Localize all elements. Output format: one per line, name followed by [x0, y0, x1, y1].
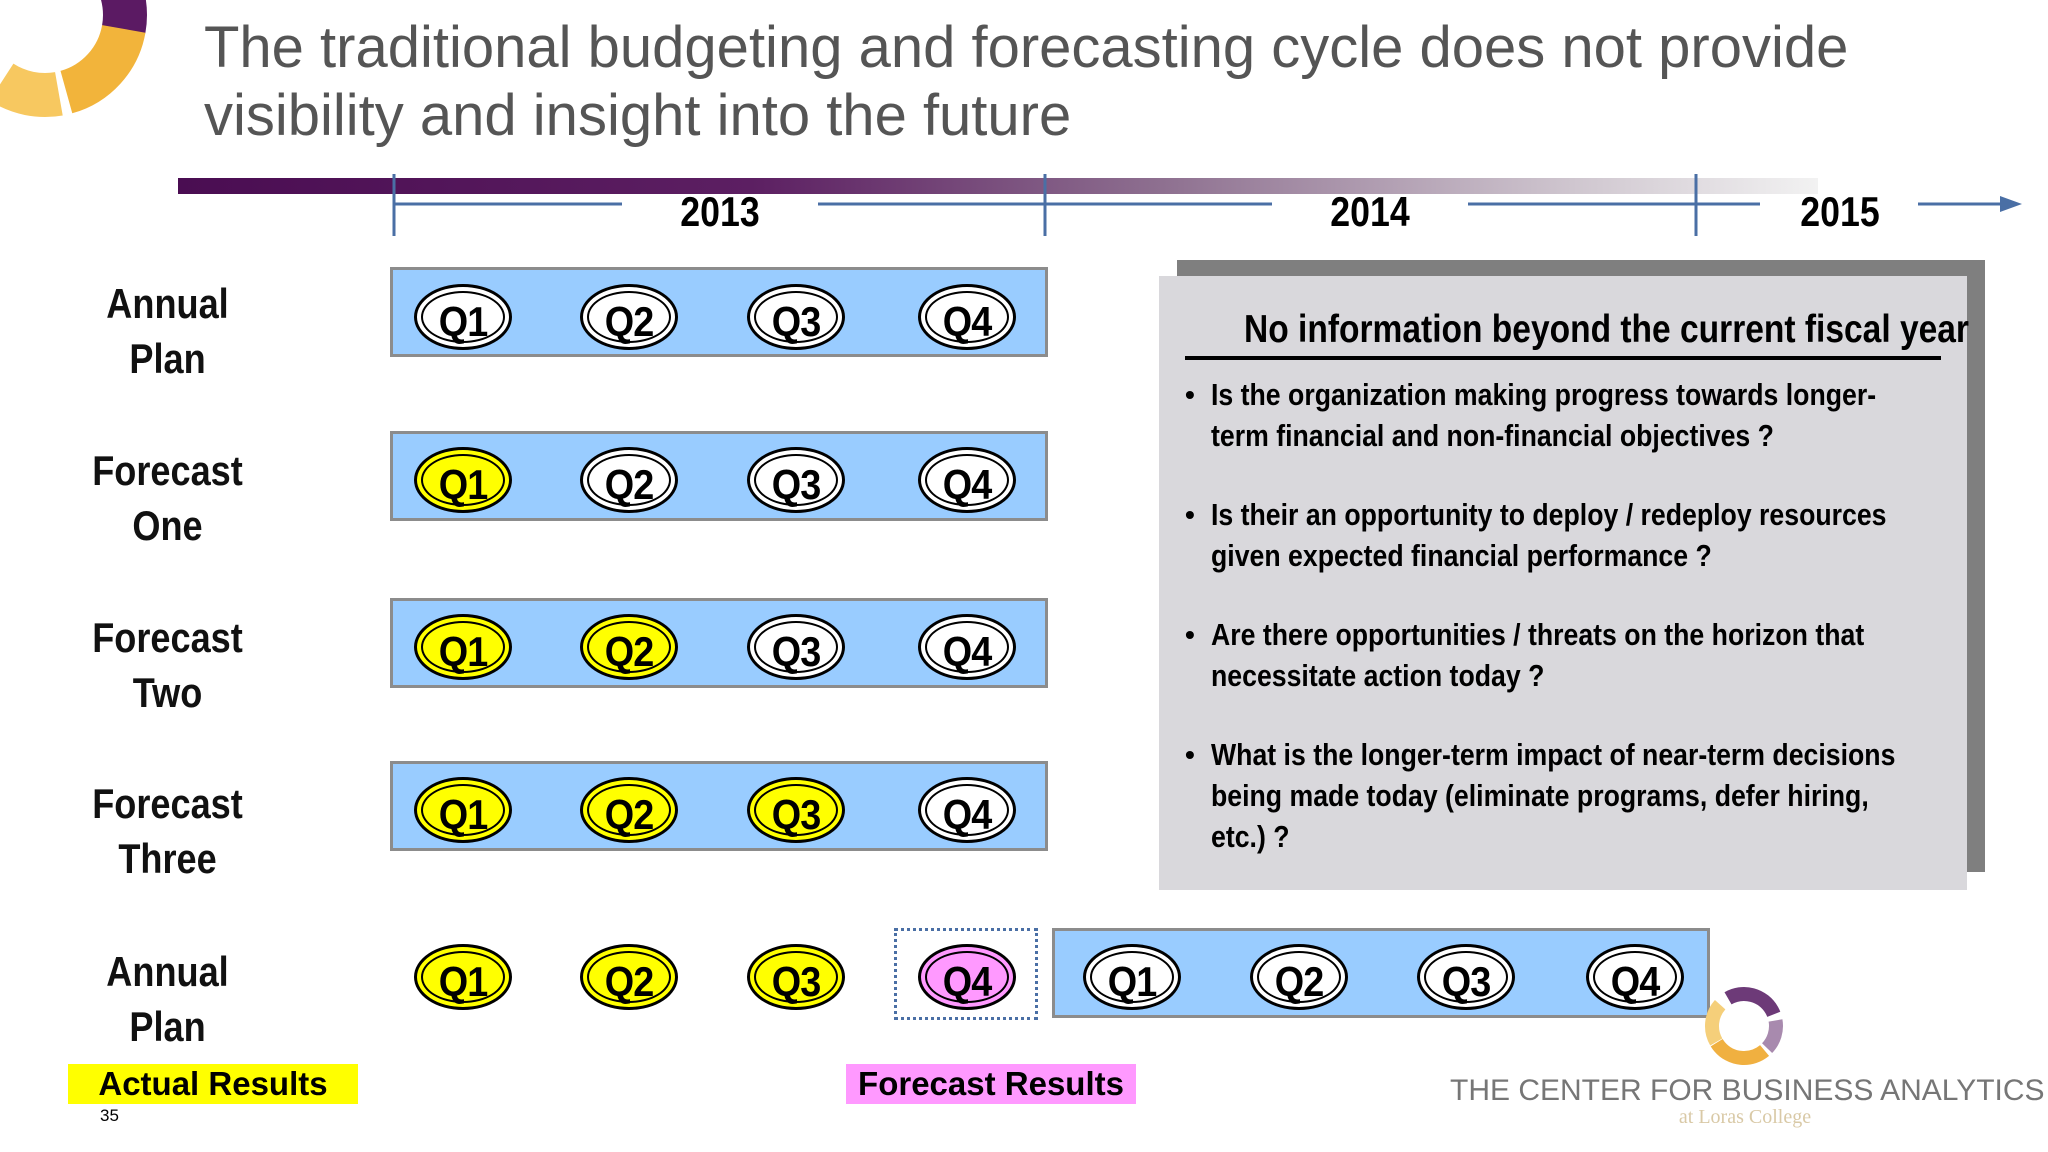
quarter-oval-actual: Q3 — [747, 944, 845, 1010]
brand-subtitle: at Loras College — [1678, 1106, 1812, 1128]
slide-number: 35 — [100, 1106, 119, 1125]
quarter-oval: Q4 — [918, 447, 1016, 513]
brand-logo-icon — [1705, 987, 1783, 1065]
quarter-oval-actual: Q1 — [414, 614, 512, 680]
row-label-annual-plan-results: Annual Plan — [106, 948, 229, 1050]
quarter-oval: Q2 — [580, 447, 678, 513]
logo-ring-icon — [0, 0, 147, 117]
brand-name: THE CENTER FOR BUSINESS ANALYTICS — [1450, 1074, 2045, 1107]
arrow-right-icon — [2000, 196, 2022, 212]
legend-actual-results: Actual Results — [68, 1064, 358, 1104]
quarter-oval-forecast: Q4 — [918, 944, 1016, 1010]
title-line-1: The traditional budgeting and forecastin… — [204, 15, 1849, 80]
row-label-forecast-two: Forecast Two — [92, 614, 243, 716]
quarter-oval: Q2 — [580, 284, 678, 350]
quarter-oval: Q4 — [918, 777, 1016, 843]
legend-forecast-results: Forecast Results — [846, 1064, 1136, 1104]
row-label-forecast-three: Forecast Three — [92, 780, 243, 882]
info-bullet: • What is the longer-term impact of near-… — [1185, 737, 1896, 854]
quarter-oval-actual: Q3 — [747, 777, 845, 843]
title-line-2: visibility and insight into the future — [204, 83, 1072, 148]
year-label-2013: 2013 — [680, 188, 760, 235]
info-bullet: • Are there opportunities / threats on th… — [1185, 617, 1865, 693]
info-box-heading: No information beyond the current fiscal… — [1185, 308, 1969, 360]
quarter-oval: Q1 — [414, 284, 512, 350]
quarter-oval: Q3 — [747, 614, 845, 680]
quarter-oval-next-year: Q4 — [1586, 944, 1684, 1010]
info-bullet: • Is the organization making progress tow… — [1185, 377, 1877, 453]
info-box: No information beyond the current fiscal… — [1159, 276, 1969, 890]
quarter-oval-actual: Q2 — [580, 614, 678, 680]
quarter-oval-next-year: Q3 — [1417, 944, 1515, 1010]
timeline-axis — [392, 174, 2022, 236]
row-label-forecast-one: Forecast One — [92, 447, 243, 549]
quarter-oval-actual: Q1 — [414, 944, 512, 1010]
year-label-2015: 2015 — [1800, 188, 1880, 235]
quarter-oval-next-year: Q1 — [1083, 944, 1181, 1010]
quarter-oval-actual: Q1 — [414, 777, 512, 843]
quarter-oval-actual: Q2 — [580, 777, 678, 843]
quarter-oval-next-year: Q2 — [1250, 944, 1348, 1010]
forecast-highlight-box — [894, 928, 1038, 1020]
quarter-oval: Q4 — [918, 284, 1016, 350]
quarter-oval: Q3 — [747, 284, 845, 350]
quarter-oval-actual: Q1 — [414, 447, 512, 513]
page-title: The traditional budgeting and forecastin… — [204, 14, 1904, 150]
quarter-oval-actual: Q2 — [580, 944, 678, 1010]
year-label-2014: 2014 — [1330, 188, 1410, 235]
quarter-oval: Q3 — [747, 447, 845, 513]
timeline-bar — [178, 178, 1818, 194]
row-label-annual-plan: Annual Plan — [106, 280, 229, 382]
quarter-oval: Q4 — [918, 614, 1016, 680]
info-bullet: • Is their an opportunity to deploy / red… — [1185, 497, 1887, 573]
